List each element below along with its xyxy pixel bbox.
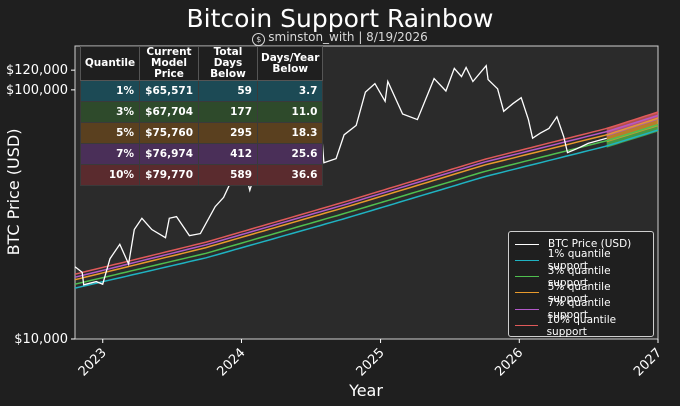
per-year-cell: 18.3	[256, 122, 324, 144]
price-cell: $65,571	[139, 80, 199, 102]
legend-label: 10% quantile support	[546, 313, 617, 338]
days-cell: 589	[198, 164, 258, 186]
support-line	[74, 114, 659, 278]
days-cell: 412	[198, 143, 258, 165]
subtitle-text: sminston_with | 8/19/2026	[268, 30, 428, 44]
per-year-cell: 3.7	[256, 80, 324, 102]
legend-label: BTC Price (USD)	[548, 238, 632, 250]
quantile-cell: 7%	[80, 143, 140, 165]
x-tick-label: 2023	[76, 345, 110, 379]
y-axis-label: BTC Price (USD)	[4, 129, 23, 256]
legend-label: 5% quantile support	[547, 280, 611, 305]
table-header: Quantile	[80, 46, 140, 81]
legend-item: 10% quantile support	[515, 314, 653, 338]
legend: BTC Price (USD) 1% quantile support 3% qua…	[508, 231, 654, 338]
legend-swatch	[515, 276, 539, 278]
legend-item: 5% quantile support	[515, 281, 653, 305]
legend-item: BTC Price (USD)	[515, 236, 631, 252]
per-year-cell: 11.0	[256, 101, 324, 123]
legend-swatch	[515, 308, 539, 310]
quantile-cell: 3%	[80, 101, 140, 123]
price-cell: $79,770	[139, 164, 199, 186]
table-header: Total Days Below	[198, 46, 258, 81]
stats-table: Quantile Current Model Price Total Days …	[80, 46, 324, 186]
price-cell: $76,974	[139, 143, 199, 165]
legend-label: 3% quantile support	[547, 264, 611, 289]
quantile-cell: 10%	[80, 164, 140, 186]
legend-swatch	[515, 259, 539, 261]
support-line	[74, 129, 659, 289]
per-year-cell: 36.6	[256, 164, 324, 186]
y-tick-label: $120,000	[6, 63, 68, 78]
btc-price-line	[74, 64, 607, 286]
legend-item: 7% quantile support	[515, 297, 653, 321]
table-row: 7% $76,974 412 25.6	[80, 143, 324, 165]
table-header: Current Model Price	[139, 46, 199, 81]
support-line	[74, 117, 659, 281]
quantile-cell: 5%	[80, 122, 140, 144]
legend-item: 3% quantile support	[515, 265, 653, 289]
legend-swatch	[515, 243, 539, 245]
table-header: Days/Year Below	[256, 46, 324, 81]
support-line	[74, 123, 659, 285]
price-cell: $75,760	[139, 122, 199, 144]
table-row: 10% $79,770 589 36.6	[80, 164, 324, 186]
legend-swatch	[515, 325, 538, 326]
table-row: 3% $67,704 177 11.0	[80, 101, 324, 123]
x-tick-label: 2024	[215, 345, 249, 379]
table-row: 5% $75,760 295 18.3	[80, 122, 324, 144]
per-year-cell: 25.6	[256, 143, 324, 165]
price-cell: $67,704	[139, 101, 199, 123]
legend-label: 7% quantile support	[547, 297, 611, 322]
days-cell: 177	[198, 101, 258, 123]
legend-label: 1% quantile support	[547, 248, 611, 273]
table-header-row: Quantile Current Model Price Total Days …	[80, 46, 324, 81]
legend-swatch	[515, 292, 539, 294]
x-tick-label: 2025	[354, 345, 388, 379]
chart-title: Bitcoin Support Rainbow	[186, 4, 494, 33]
days-cell: 295	[198, 122, 258, 144]
x-tick-label: 2027	[631, 345, 665, 379]
quantile-cell: 1%	[80, 80, 140, 102]
x-tick-label: 2026	[492, 345, 526, 379]
days-cell: 59	[198, 80, 258, 102]
x-axis-label: Year	[348, 381, 383, 400]
y-tick-label: $100,000	[6, 83, 68, 98]
table-row: 1% $65,571 59 3.7	[80, 80, 324, 102]
legend-item: 1% quantile support	[515, 248, 653, 272]
y-tick-label: $10,000	[14, 332, 68, 347]
